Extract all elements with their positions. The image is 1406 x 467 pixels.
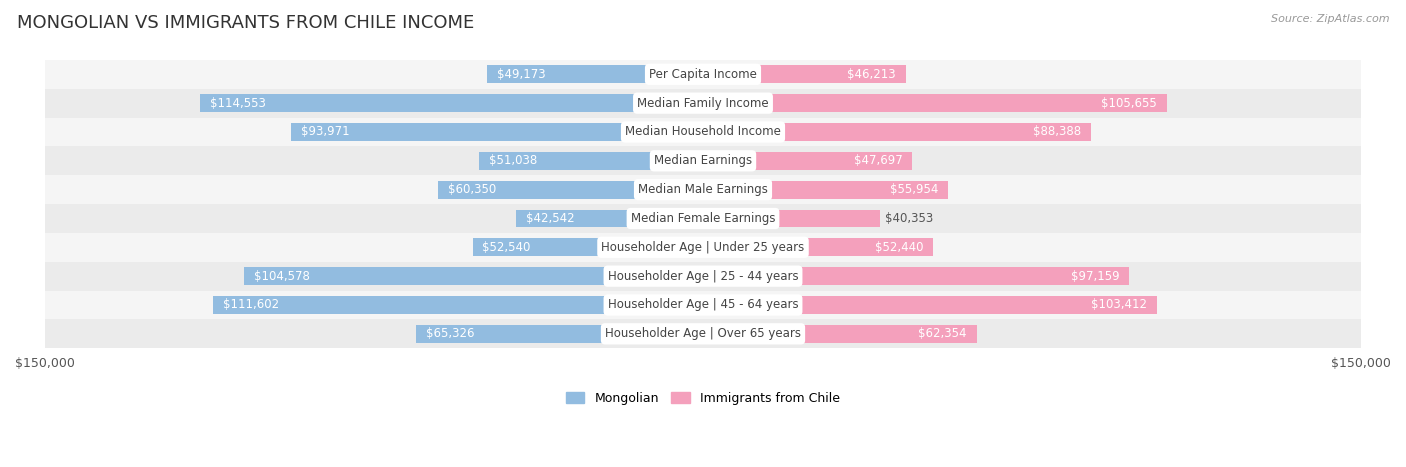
Legend: Mongolian, Immigrants from Chile: Mongolian, Immigrants from Chile — [561, 387, 845, 410]
Bar — [45, 233, 1361, 262]
Bar — [703, 296, 1157, 314]
Text: Median Female Earnings: Median Female Earnings — [631, 212, 775, 225]
Bar — [45, 204, 1361, 233]
Text: $62,354: $62,354 — [918, 327, 967, 340]
Bar — [488, 65, 703, 83]
Bar — [703, 210, 880, 227]
Text: $49,173: $49,173 — [498, 68, 546, 81]
Bar — [439, 181, 703, 198]
Text: Median Male Earnings: Median Male Earnings — [638, 183, 768, 196]
Text: $52,540: $52,540 — [482, 241, 530, 254]
Text: Householder Age | 25 - 44 years: Householder Age | 25 - 44 years — [607, 269, 799, 283]
Text: Median Earnings: Median Earnings — [654, 154, 752, 167]
Bar — [45, 118, 1361, 147]
Text: $60,350: $60,350 — [449, 183, 496, 196]
Bar — [479, 152, 703, 170]
Bar — [214, 296, 703, 314]
Text: Householder Age | 45 - 64 years: Householder Age | 45 - 64 years — [607, 298, 799, 311]
Text: $97,159: $97,159 — [1071, 269, 1119, 283]
Bar — [472, 238, 703, 256]
Bar — [703, 325, 977, 343]
Bar — [45, 290, 1361, 319]
Text: $111,602: $111,602 — [224, 298, 280, 311]
Bar — [245, 267, 703, 285]
Text: $51,038: $51,038 — [489, 154, 537, 167]
Text: Median Family Income: Median Family Income — [637, 97, 769, 110]
Text: MONGOLIAN VS IMMIGRANTS FROM CHILE INCOME: MONGOLIAN VS IMMIGRANTS FROM CHILE INCOM… — [17, 14, 474, 32]
Bar — [416, 325, 703, 343]
Text: Householder Age | Under 25 years: Householder Age | Under 25 years — [602, 241, 804, 254]
Text: $55,954: $55,954 — [890, 183, 939, 196]
Text: $47,697: $47,697 — [853, 154, 903, 167]
Bar — [516, 210, 703, 227]
Text: $52,440: $52,440 — [875, 241, 924, 254]
Bar — [703, 94, 1167, 112]
Bar — [291, 123, 703, 141]
Text: Householder Age | Over 65 years: Householder Age | Over 65 years — [605, 327, 801, 340]
Text: $105,655: $105,655 — [1101, 97, 1157, 110]
Bar — [45, 175, 1361, 204]
Text: $88,388: $88,388 — [1033, 126, 1081, 139]
Bar — [703, 152, 912, 170]
Text: Per Capita Income: Per Capita Income — [650, 68, 756, 81]
Text: $65,326: $65,326 — [426, 327, 475, 340]
Text: $93,971: $93,971 — [301, 126, 349, 139]
Bar — [703, 267, 1129, 285]
Bar — [201, 94, 703, 112]
Bar — [45, 89, 1361, 118]
Bar — [45, 147, 1361, 175]
Text: $103,412: $103,412 — [1091, 298, 1147, 311]
Bar — [703, 123, 1091, 141]
Text: $114,553: $114,553 — [211, 97, 266, 110]
Text: $104,578: $104,578 — [254, 269, 309, 283]
Text: $46,213: $46,213 — [848, 68, 896, 81]
Bar — [703, 181, 949, 198]
Bar — [45, 319, 1361, 348]
Text: $42,542: $42,542 — [526, 212, 575, 225]
Text: $40,353: $40,353 — [886, 212, 934, 225]
Text: Median Household Income: Median Household Income — [626, 126, 780, 139]
Bar — [703, 238, 934, 256]
Text: Source: ZipAtlas.com: Source: ZipAtlas.com — [1271, 14, 1389, 24]
Bar — [45, 60, 1361, 89]
Bar — [703, 65, 905, 83]
Bar — [45, 262, 1361, 290]
